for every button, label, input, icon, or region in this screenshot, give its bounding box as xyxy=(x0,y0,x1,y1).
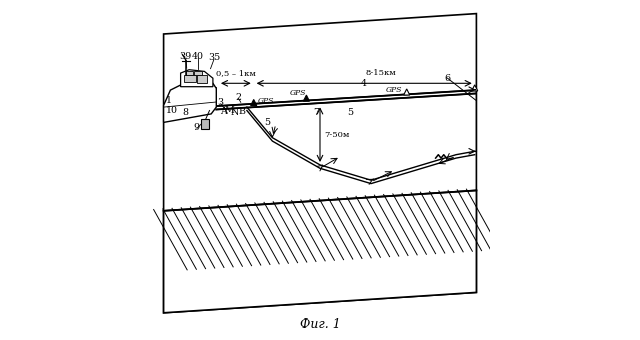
Polygon shape xyxy=(404,89,410,95)
Text: 5: 5 xyxy=(264,118,270,127)
Bar xyxy=(194,71,202,75)
Text: 1: 1 xyxy=(166,96,172,105)
Text: 40: 40 xyxy=(191,52,204,61)
Text: 35: 35 xyxy=(208,53,220,62)
Text: 9: 9 xyxy=(194,123,200,132)
Text: 7-50м: 7-50м xyxy=(324,131,349,139)
Polygon shape xyxy=(472,85,477,91)
Bar xyxy=(197,75,207,83)
Polygon shape xyxy=(164,190,476,313)
Text: 10: 10 xyxy=(165,106,177,115)
Text: M: M xyxy=(225,106,234,115)
Text: 0,5 – 1км: 0,5 – 1км xyxy=(216,69,256,77)
Text: 8: 8 xyxy=(182,108,188,117)
Text: B: B xyxy=(238,107,245,116)
Text: 6: 6 xyxy=(444,74,451,83)
Text: 2: 2 xyxy=(236,93,241,102)
Text: 8-15км: 8-15км xyxy=(366,69,397,77)
Text: 5: 5 xyxy=(348,108,354,117)
Polygon shape xyxy=(164,83,216,122)
Polygon shape xyxy=(251,100,257,106)
Text: A: A xyxy=(220,107,227,116)
Text: GPS: GPS xyxy=(290,89,307,97)
Bar xyxy=(186,71,193,75)
Text: N: N xyxy=(231,108,239,117)
Text: GPS: GPS xyxy=(258,97,275,105)
Polygon shape xyxy=(180,70,213,87)
Text: 4: 4 xyxy=(361,79,367,88)
Polygon shape xyxy=(303,95,310,101)
Text: 39: 39 xyxy=(180,52,192,61)
Text: 3: 3 xyxy=(218,98,224,107)
Bar xyxy=(202,119,209,129)
Text: Фиг. 1: Фиг. 1 xyxy=(300,319,340,332)
Text: 7: 7 xyxy=(314,108,319,117)
Text: GPS: GPS xyxy=(387,86,403,94)
Bar xyxy=(184,75,196,82)
